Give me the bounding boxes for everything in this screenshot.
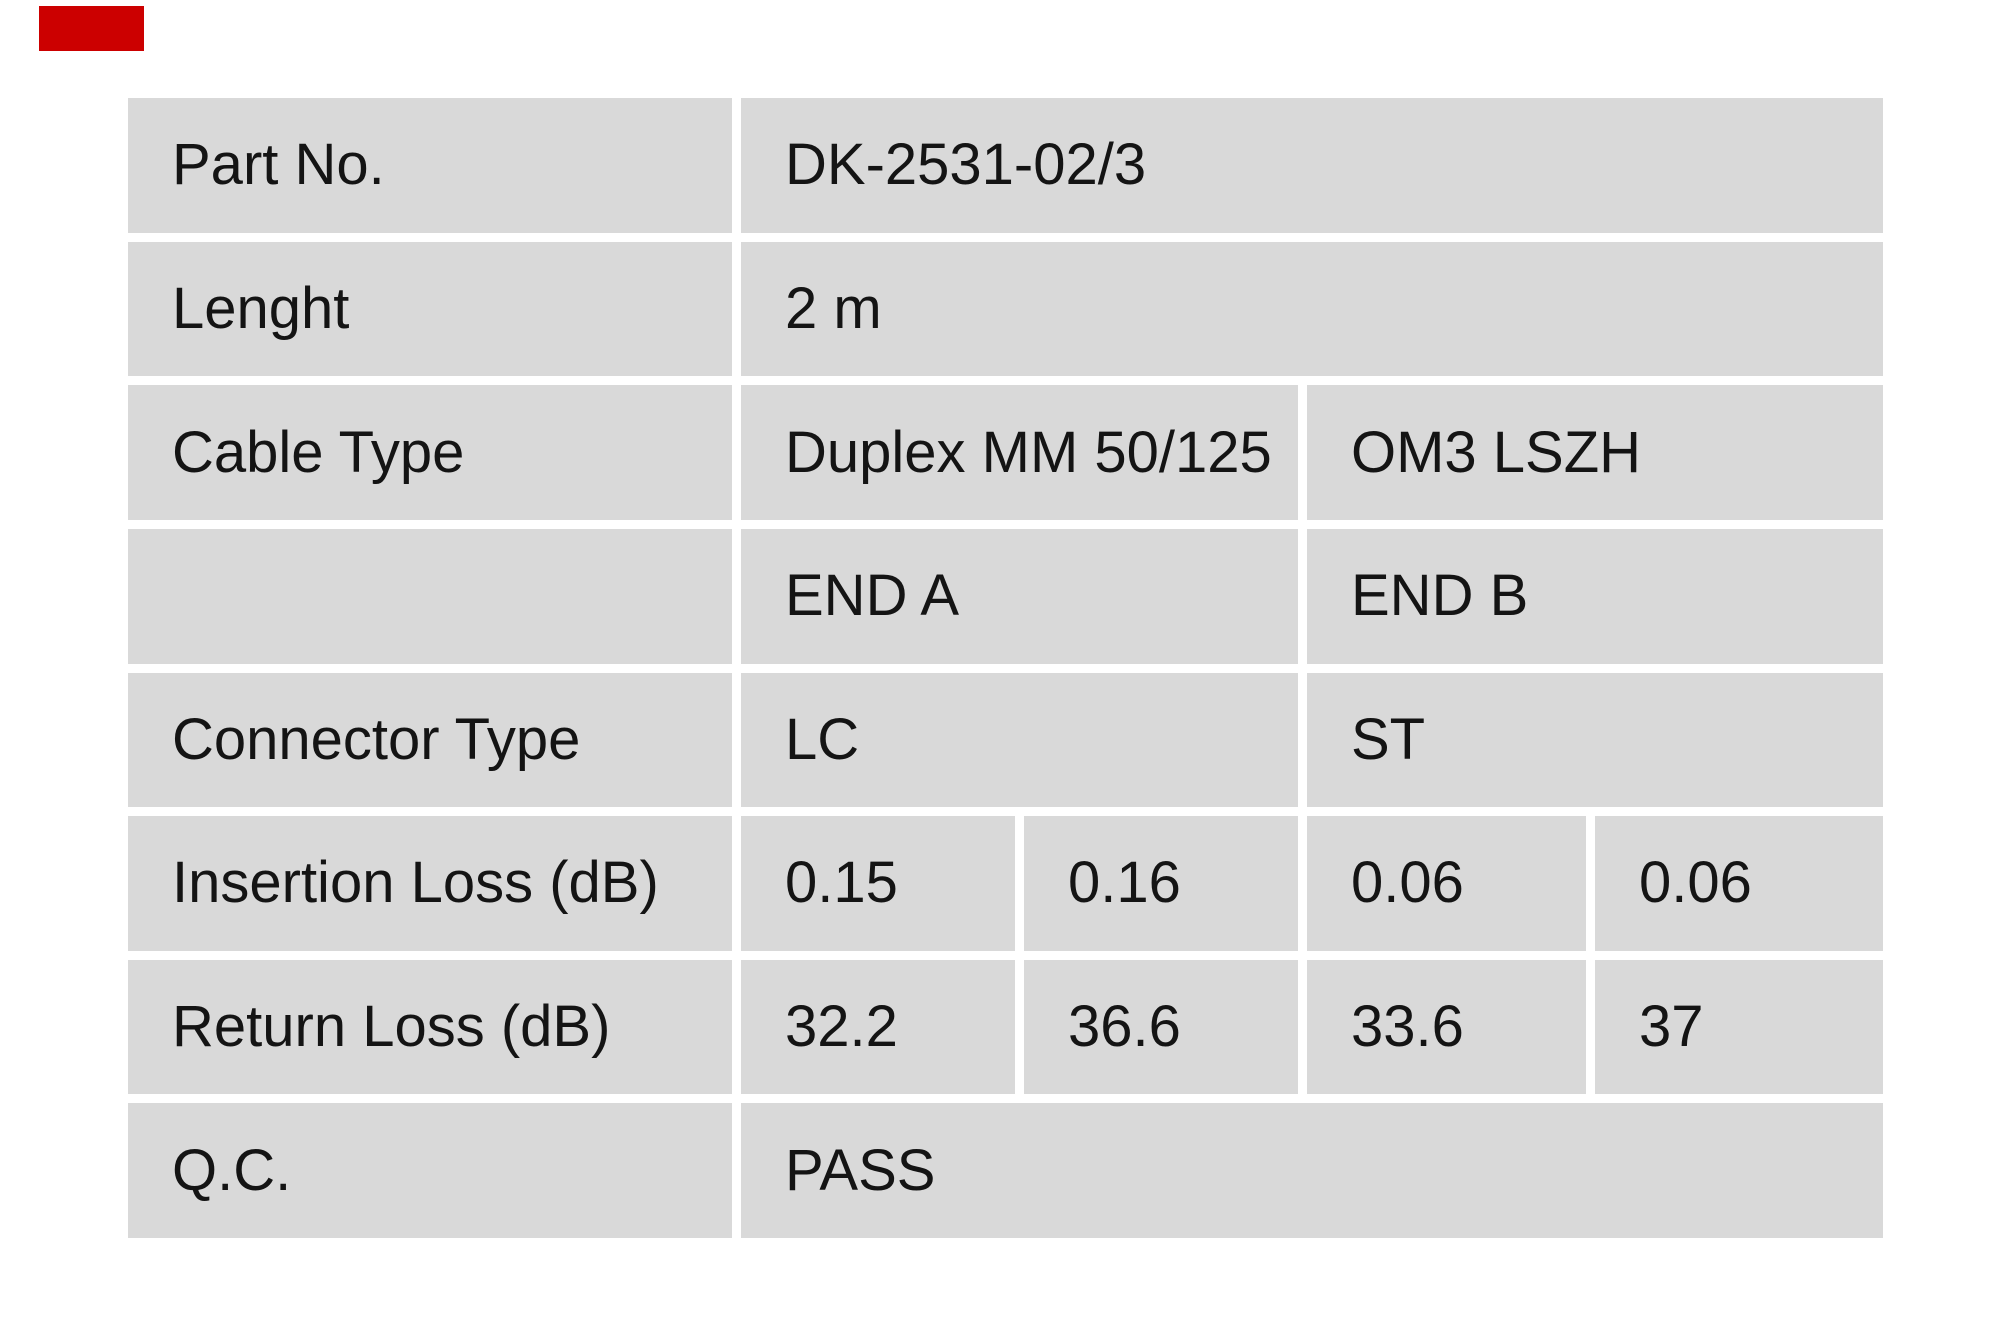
return-loss-end-b-2: 37 <box>1595 959 1883 1095</box>
row-label: Part No. <box>128 98 732 233</box>
return-loss-end-a-1: 32.2 <box>741 959 1015 1095</box>
row-label: Cable Type <box>128 385 732 520</box>
table-row-part-no: Part No. DK-2531-02/3 <box>128 98 1883 233</box>
table-row-qc: Q.C. PASS <box>128 1103 1883 1238</box>
table-row-insertion-loss: Insertion Loss (dB) 0.15 0.16 0.06 0.06 <box>128 816 1883 951</box>
return-loss-end-a-2: 36.6 <box>1024 959 1298 1095</box>
table-row-ends-header: END A END B <box>128 528 1883 664</box>
row-label: Insertion Loss (dB) <box>128 816 732 951</box>
logo-red-box <box>39 6 144 51</box>
table-row-cable-type: Cable Type Duplex MM 50/125 OM3 LSZH <box>128 385 1883 520</box>
insertion-loss-end-b-1: 0.06 <box>1307 816 1586 951</box>
row-label: Q.C. <box>128 1103 732 1238</box>
end-b-header: END B <box>1307 528 1883 664</box>
end-a-header: END A <box>741 528 1298 664</box>
row-label-empty <box>128 528 732 664</box>
return-loss-end-b-1: 33.6 <box>1307 959 1586 1095</box>
insertion-loss-end-a-1: 0.15 <box>741 816 1015 951</box>
table-row-connector-type: Connector Type LC ST <box>128 672 1883 808</box>
insertion-loss-end-a-2: 0.16 <box>1024 816 1298 951</box>
row-label: Lenght <box>128 241 732 377</box>
connector-type-end-a: LC <box>741 672 1298 808</box>
insertion-loss-end-b-2: 0.06 <box>1595 816 1883 951</box>
row-label: Connector Type <box>128 672 732 808</box>
table-row-return-loss: Return Loss (dB) 32.2 36.6 33.6 37 <box>128 959 1883 1095</box>
length-value: 2 m <box>741 241 1883 377</box>
cable-type-value-b: OM3 LSZH <box>1307 385 1883 520</box>
cable-type-value-a: Duplex MM 50/125 <box>741 385 1298 520</box>
table-row-length: Lenght 2 m <box>128 241 1883 377</box>
qc-result-value: PASS <box>741 1103 1883 1238</box>
spec-table: Part No. DK-2531-02/3 Lenght 2 m Cable T… <box>128 98 1883 1238</box>
row-label: Return Loss (dB) <box>128 959 732 1095</box>
connector-type-end-b: ST <box>1307 672 1883 808</box>
part-no-value: DK-2531-02/3 <box>741 98 1883 233</box>
